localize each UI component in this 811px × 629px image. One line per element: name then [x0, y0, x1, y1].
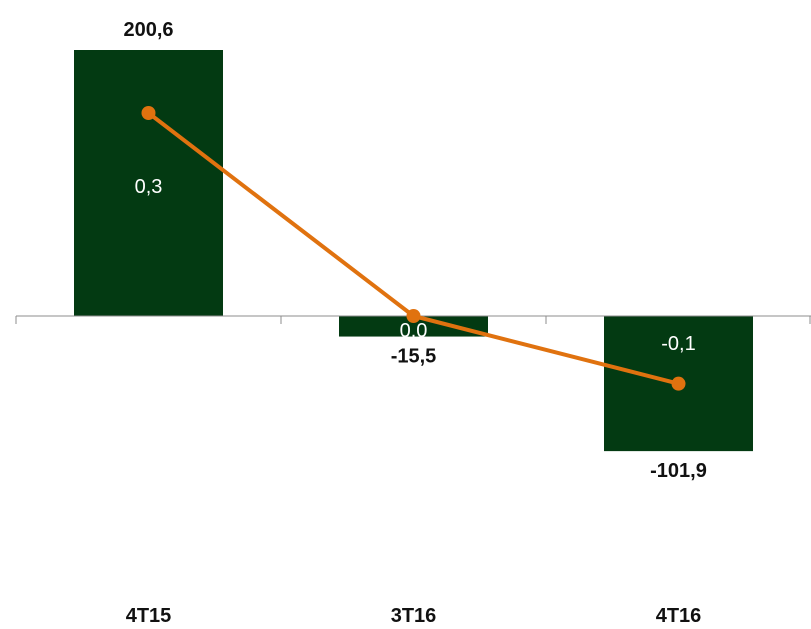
- category-labels: 4T15 3T16 4T16: [126, 605, 702, 627]
- bar-series: [74, 50, 753, 452]
- bar-value-label: 200,6: [123, 19, 173, 41]
- line-value-label: -0,1: [661, 333, 695, 355]
- bar-3T16: [339, 316, 488, 337]
- category-label: 4T15: [126, 605, 172, 627]
- line-path: [147, 111, 679, 386]
- data-labels: 200,6 -15,5 -101,9 0,3 0.0 -0,1: [123, 19, 706, 482]
- bar-4T15: [74, 50, 223, 316]
- category-label: 4T16: [656, 605, 702, 627]
- category-label: 3T16: [391, 605, 437, 627]
- line-value-label: 0,3: [135, 176, 163, 198]
- line-point-4T15: [141, 106, 156, 120]
- bar-value-label: -15,5: [391, 346, 437, 368]
- bar-value-label: -101,9: [650, 460, 707, 482]
- line-series: [141, 106, 686, 391]
- line-value-label: 0.0: [400, 320, 428, 342]
- line-point-4T16: [671, 376, 686, 391]
- line-point-3T16: [406, 309, 421, 323]
